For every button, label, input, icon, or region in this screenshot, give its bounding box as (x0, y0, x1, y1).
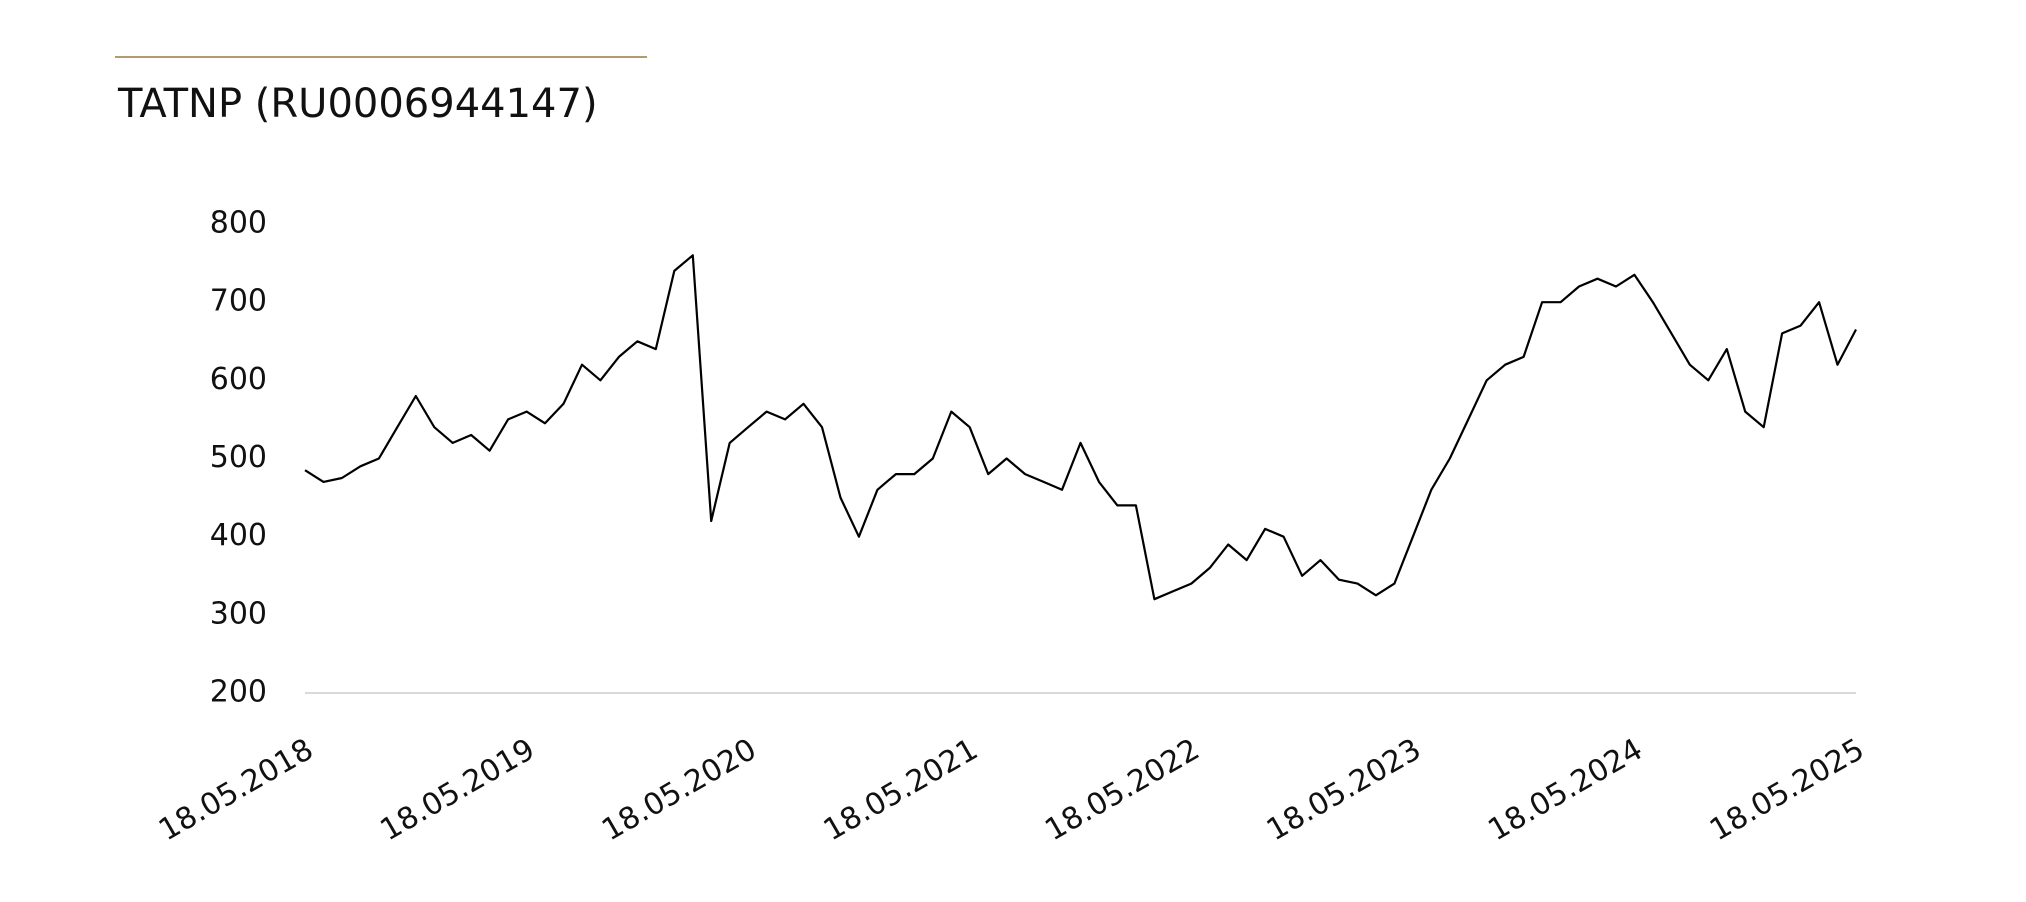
y-tick-label: 600 (210, 362, 267, 397)
x-tick-label: 18.05.2021 (818, 732, 984, 848)
y-tick-label: 800 (210, 206, 267, 241)
x-tick-label: 18.05.2023 (1261, 732, 1427, 848)
y-tick-label: 700 (210, 284, 267, 319)
x-tick-label: 18.05.2019 (375, 732, 541, 848)
y-tick-label: 500 (210, 440, 267, 475)
y-tick-label: 200 (210, 675, 267, 710)
x-tick-label: 18.05.2024 (1482, 732, 1648, 848)
x-tick-label: 18.05.2025 (1704, 732, 1870, 848)
x-tick-label: 18.05.2022 (1039, 732, 1205, 848)
price-line (304, 254, 1857, 601)
x-tick-label: 18.05.2018 (153, 732, 319, 848)
y-tick-label: 300 (210, 596, 267, 631)
y-tick-label: 400 (210, 518, 267, 553)
x-tick-label: 18.05.2020 (596, 732, 762, 848)
chart-title: TATNP (RU0006944147) (117, 81, 598, 127)
